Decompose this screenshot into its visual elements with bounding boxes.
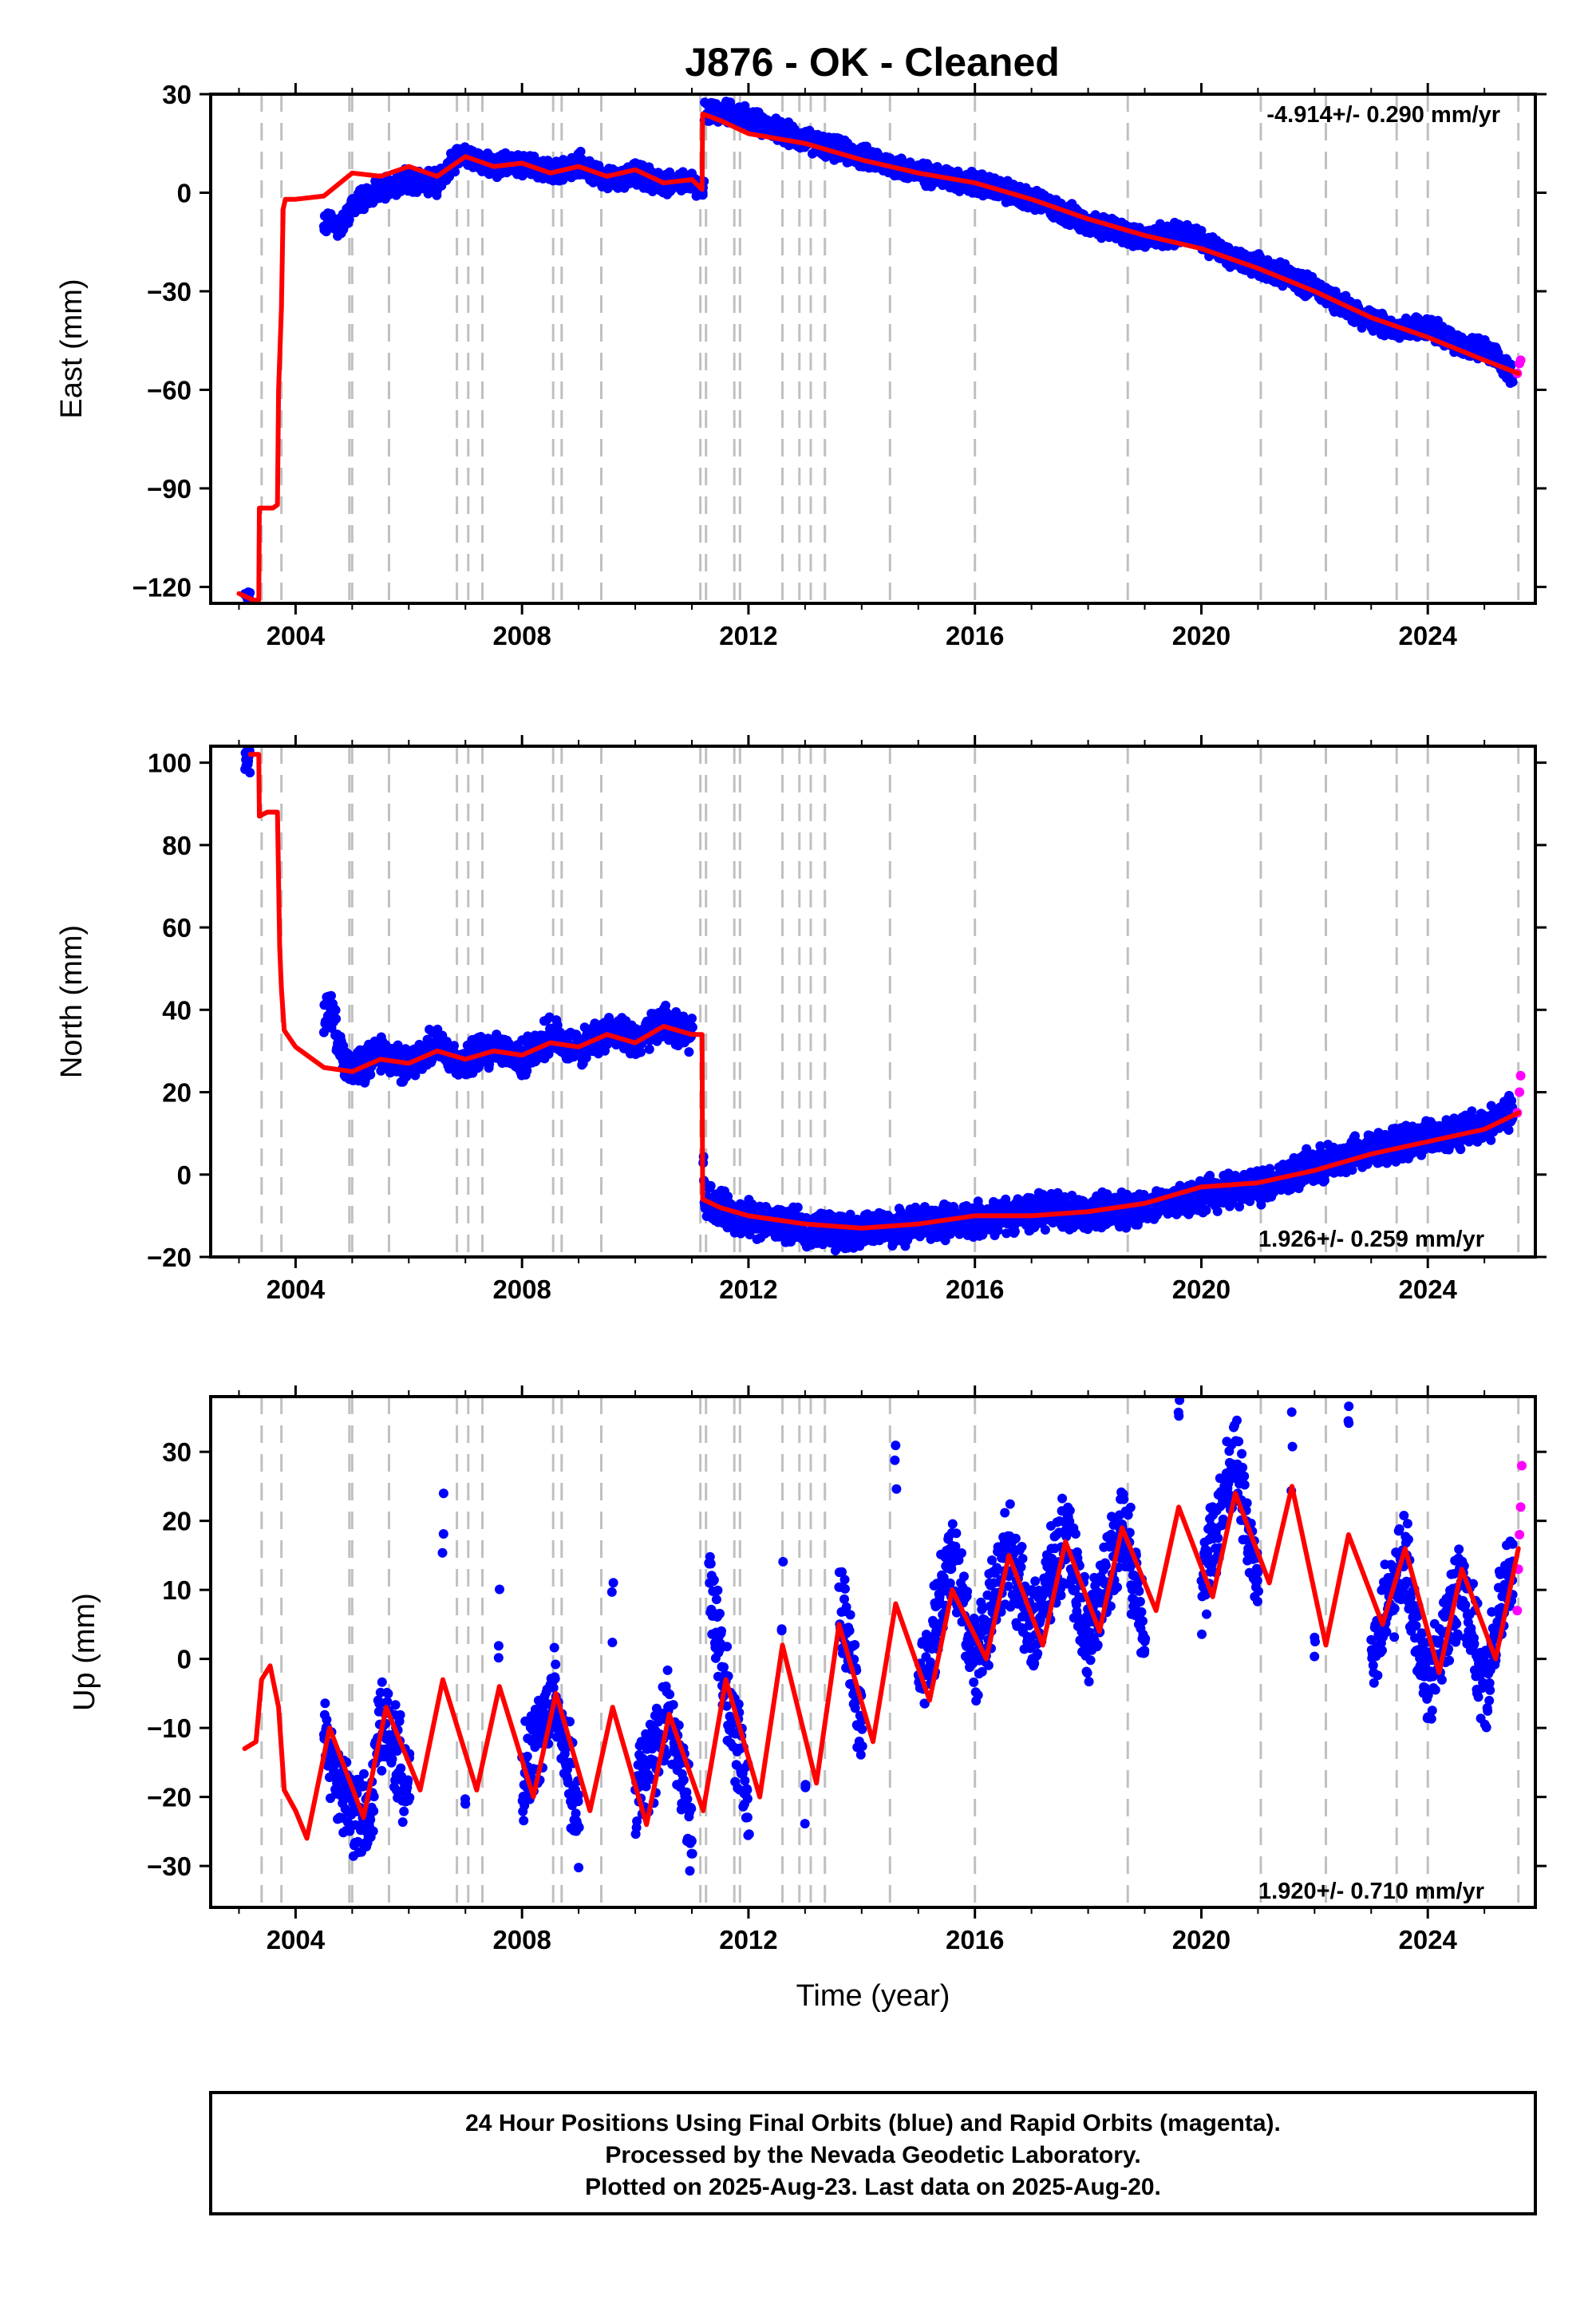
north-final-point-944 [705, 1180, 716, 1191]
east-xtick-label-1: 2008 [492, 621, 551, 650]
east-final-point-2180 [1196, 226, 1207, 235]
north-final-point-924 [687, 1022, 697, 1033]
east-ytick-label-1: 0 [177, 178, 192, 207]
east-ytick-label-4: −90 [147, 474, 192, 504]
east-xtick-label-2: 2012 [719, 621, 777, 650]
east-panel: 2004 2008 2012 2016 2020 2024 30 0 −30 −60 −90 −120… [55, 80, 1547, 650]
north-final-point-915 [684, 1047, 694, 1057]
east-rate-label: -4.914+/- 0.290 mm/yr [1266, 102, 1500, 128]
chart-title: J876 - OK - Cleaned [685, 40, 1060, 85]
east-ytick-label-2: −30 [147, 277, 192, 306]
east-final-point-334 [450, 167, 460, 177]
east-ytick-label-0: 30 [162, 80, 192, 109]
north-final-point-923 [687, 1014, 697, 1024]
north-final-point-796 [636, 1047, 646, 1057]
east-ytick-label-3: −60 [147, 375, 192, 405]
east-xtick-label-4: 2020 [1172, 621, 1231, 650]
east-final-point-645 [575, 146, 586, 156]
north-final-point-41 [330, 1005, 341, 1015]
east-rapid-point-2 [1515, 355, 1526, 366]
east-final-point-73 [344, 215, 354, 225]
north-final-point-1696 [1009, 1227, 1020, 1236]
north-final-point-10 [245, 768, 255, 778]
north-final-point-1771 [1040, 1225, 1050, 1235]
east-xtick-label-0: 2004 [267, 621, 326, 650]
east-axis-label: East (mm) [55, 279, 89, 418]
north-final-point-30 [326, 990, 336, 1001]
north-final-point-127 [365, 1069, 376, 1080]
north-final-point-1159 [792, 1202, 803, 1212]
east-xtick-label-5: 2024 [1399, 621, 1458, 650]
north-final-point-42 [331, 1014, 342, 1024]
north-final-point-817 [644, 1044, 654, 1054]
east-ytick-label-5: −120 [132, 572, 192, 602]
east-xtick-label-3: 2016 [946, 621, 1004, 650]
